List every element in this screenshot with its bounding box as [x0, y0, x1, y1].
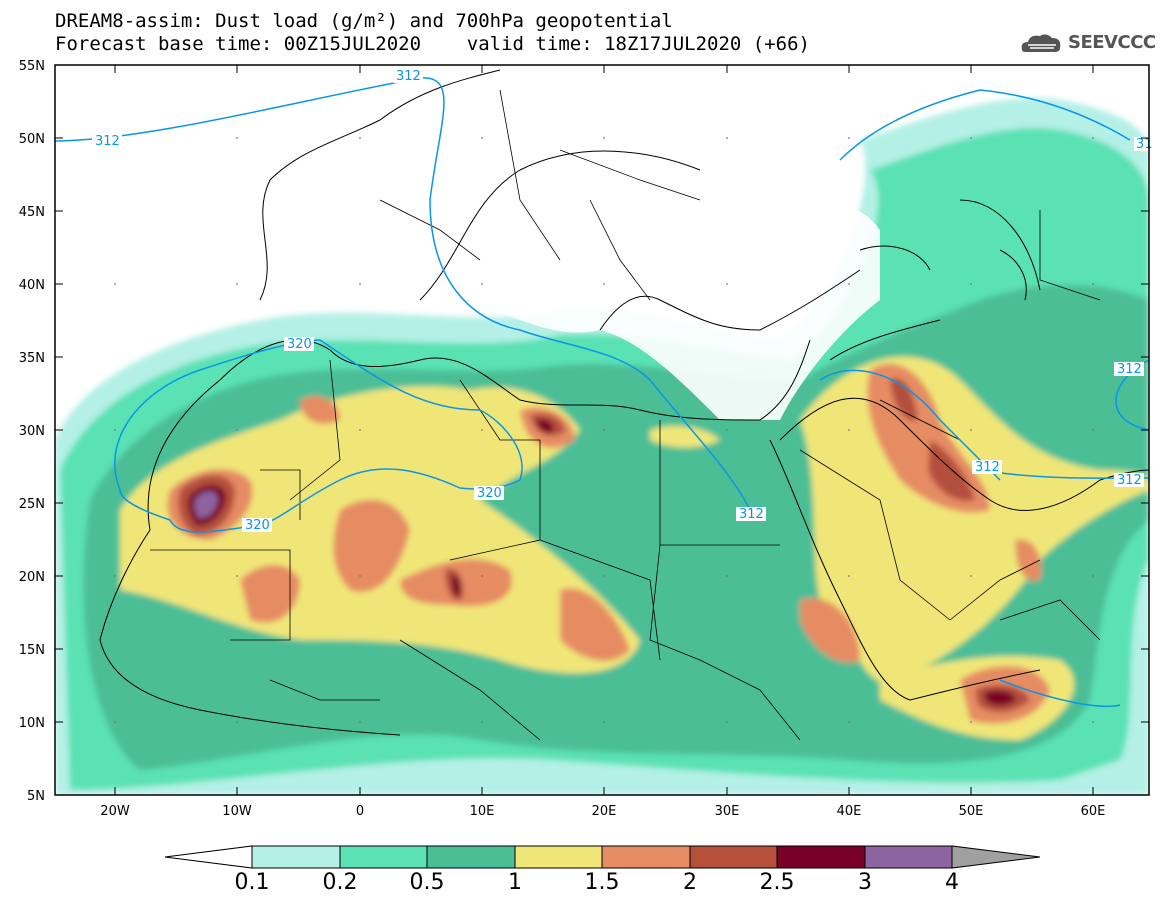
dust-level-3	[194, 491, 218, 519]
lon-label: 20E	[592, 804, 617, 819]
colorbar-upper-arrow	[951, 845, 1041, 869]
contour-label: 312	[92, 134, 122, 149]
contour-label-text: 312	[396, 69, 421, 84]
lat-label: 45N	[19, 205, 45, 220]
dust-level-1.5	[560, 588, 630, 661]
contour-label-text: 320	[477, 486, 502, 501]
contour-label: 320	[242, 518, 272, 533]
colorbar-label: 0.5	[409, 870, 445, 895]
contour-label: 31	[1134, 137, 1153, 152]
lon-label: 20W	[100, 804, 130, 819]
colorbar-segment	[339, 845, 428, 869]
lat-label: 35N	[19, 351, 45, 366]
colorbar-label: 4	[945, 870, 959, 895]
country-borders	[150, 89, 1101, 741]
dust-level-1.5	[800, 598, 860, 663]
lat-label: 25N	[19, 497, 45, 512]
contour-label: 312	[972, 460, 1002, 475]
lat-label: 10N	[19, 716, 45, 731]
lon-label: 60E	[1081, 804, 1106, 819]
lat-label: 15N	[19, 643, 45, 658]
colorbar-segment	[864, 845, 953, 869]
europe-landmass	[250, 65, 880, 420]
latitude-labels: 55N 50N 45N 40N 35N 30N 25N 20N 15N 10N …	[19, 59, 45, 804]
lon-label: 10W	[222, 804, 252, 819]
contour-label-text: 312	[739, 507, 764, 522]
dust-level-1.5	[333, 499, 410, 592]
cloud-icon	[1021, 34, 1061, 52]
colorbar-segment	[514, 845, 603, 869]
lat-label: 40N	[19, 278, 45, 293]
lat-label: 55N	[19, 59, 45, 74]
lat-label: 50N	[19, 132, 45, 147]
colorbar-lower-arrow	[164, 845, 253, 869]
colorbar	[164, 845, 1041, 869]
map-title: DREAM8-assim: Dust load (g/m²) and 700hP…	[55, 10, 673, 32]
lon-label: 30E	[715, 804, 740, 819]
lon-label: 10E	[470, 804, 495, 819]
colorbar-label: 1.5	[584, 870, 620, 895]
lon-label: 50E	[959, 804, 984, 819]
lat-label: 30N	[19, 424, 45, 439]
colorbar-label: 0.1	[234, 870, 270, 895]
colorbar-label: 2.5	[759, 870, 795, 895]
contour-label: 320	[474, 486, 504, 501]
contour-label: 312	[393, 69, 423, 84]
colorbar-label: 0.2	[322, 870, 358, 895]
graticule-dots	[114, 137, 1094, 723]
colorbar-label: 1	[508, 870, 522, 895]
contour-label-text: 312	[1117, 473, 1142, 488]
dust-level-2	[928, 440, 975, 501]
contour-label-text: 320	[287, 337, 312, 352]
dust-level-1.5	[1015, 539, 1042, 581]
colorbar-label: 3	[858, 870, 872, 895]
dust-level-2	[890, 378, 918, 421]
dust-level-2.5	[451, 574, 461, 597]
contour-label: 312	[1114, 362, 1144, 377]
contour-label-text: 31	[1136, 137, 1153, 152]
axis-ticks	[55, 64, 1149, 796]
colorbar-segment	[689, 845, 778, 869]
forecast-time-line: Forecast base time: 00Z15JUL2020 valid t…	[55, 33, 810, 55]
colorbar-segment	[426, 845, 516, 869]
coastlines	[99, 69, 1149, 736]
contour-label: 312	[1114, 473, 1144, 488]
dust-level-2.5	[985, 690, 1016, 706]
colorbar-segment	[776, 845, 866, 869]
contour-label-text: 320	[245, 518, 270, 533]
dust-level-1.5	[300, 396, 340, 424]
lon-label: 40E	[837, 804, 862, 819]
colorbar-segment	[251, 845, 341, 869]
contour-label-text: 312	[95, 134, 120, 149]
dust-level-2.5	[536, 419, 554, 433]
colorbar-label: 2	[683, 870, 697, 895]
longitude-labels: 20W 10W 0 10E 20E 30E 40E 50E 60E	[100, 804, 1105, 819]
dust-level-1.5	[240, 565, 300, 623]
contour-label-text: 312	[1117, 362, 1142, 377]
colorbar-segment	[601, 845, 691, 869]
contour-label: 312	[736, 507, 766, 522]
seevccc-logo: SEEVCCC	[1068, 32, 1156, 53]
lon-label: 0	[356, 804, 364, 819]
contour-label: 320	[284, 337, 314, 352]
lat-label: 5N	[27, 789, 45, 804]
contour-label-text: 312	[975, 460, 1000, 475]
lat-label: 20N	[19, 570, 45, 585]
